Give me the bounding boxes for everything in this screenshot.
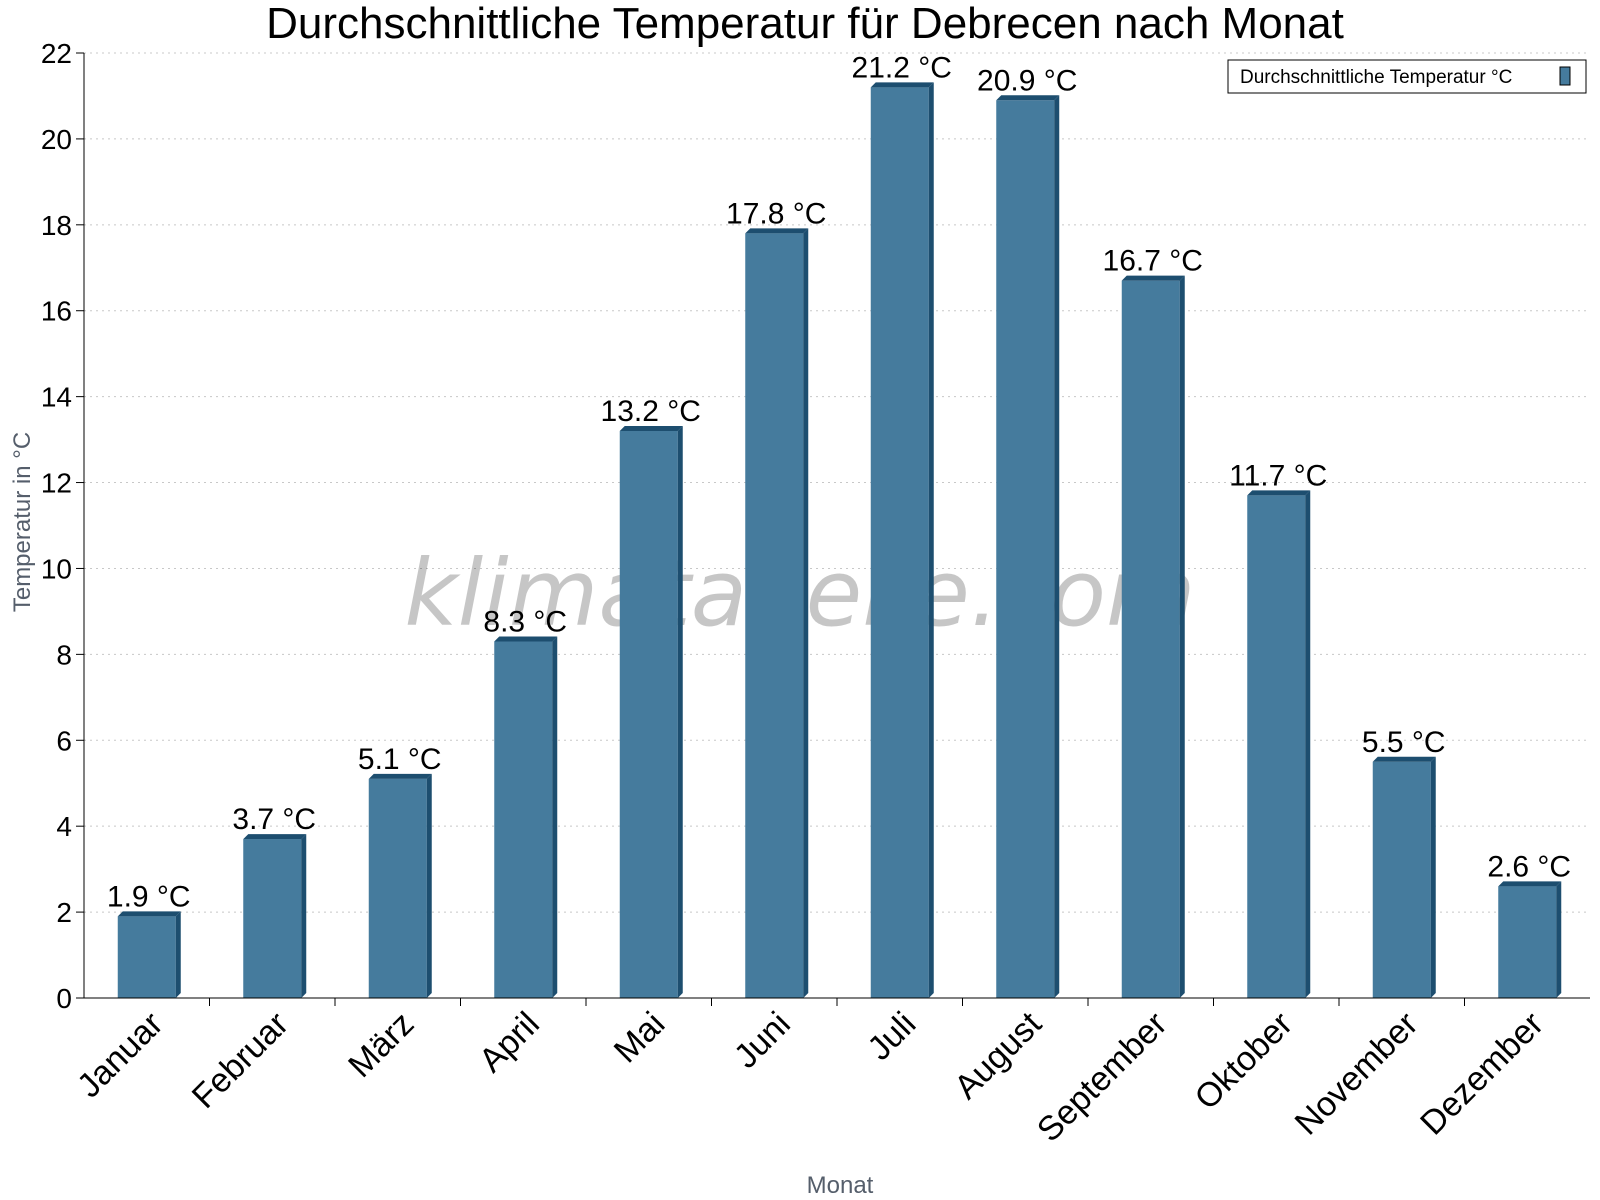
bar-märz	[368, 778, 427, 998]
bar-dezember	[1498, 886, 1557, 998]
bar-april	[494, 641, 553, 998]
bar-side-november	[1430, 756, 1436, 998]
axes	[76, 52, 1590, 1006]
bar-top-juli	[870, 82, 934, 88]
bar-side-januar	[175, 911, 181, 998]
bar-top-april	[494, 636, 558, 642]
data-label: 8.3 °C	[483, 605, 567, 638]
x-tick-label: Februar	[185, 1005, 296, 1116]
x-tick-label: Dezember	[1413, 1005, 1551, 1143]
grid-lines	[84, 52, 1590, 913]
bar-juni	[745, 233, 804, 999]
data-label: 5.5 °C	[1362, 726, 1446, 759]
x-tick-label: November	[1288, 1005, 1426, 1143]
bar-side-februar	[301, 834, 307, 998]
bar-februar	[243, 839, 302, 998]
x-axis-title: Monat	[807, 1172, 874, 1199]
x-tick-label: Mai	[607, 1005, 673, 1071]
bar-juli	[870, 87, 929, 998]
y-axis-title: Temperatur in °C	[9, 432, 36, 612]
data-label: 5.1 °C	[358, 743, 442, 776]
bar-side-april	[552, 636, 558, 998]
bar-november	[1372, 761, 1431, 998]
bar-side-september	[1179, 275, 1185, 999]
bar-top-februar	[243, 834, 307, 840]
bar-top-august	[996, 95, 1060, 101]
bar-top-oktober	[1247, 490, 1311, 496]
bar-januar	[117, 916, 176, 998]
y-tick-label: 12	[41, 468, 72, 499]
x-tick-label: Oktober	[1188, 1005, 1300, 1117]
x-tick-label: Januar	[70, 1005, 170, 1105]
bar-mai	[619, 431, 678, 998]
bar-side-märz	[426, 773, 432, 998]
y-tick-label: 18	[41, 210, 72, 241]
x-tick-label: August	[947, 1004, 1049, 1106]
bar-side-oktober	[1305, 490, 1311, 998]
y-tick-label: 10	[41, 553, 72, 584]
y-tick-label: 6	[56, 725, 72, 756]
bar-top-märz	[368, 773, 432, 779]
x-tick-label: Juni	[727, 1005, 798, 1076]
y-tick-label: 2	[56, 897, 72, 928]
bar-top-januar	[117, 911, 181, 917]
y-tick-label: 22	[41, 38, 72, 69]
x-tick-label: März	[341, 1005, 421, 1085]
legend: Durchschnittliche Temperatur °C	[1227, 59, 1587, 94]
bar-side-dezember	[1556, 881, 1562, 998]
y-tick-label: 16	[41, 296, 72, 327]
bar-side-mai	[677, 426, 683, 998]
bar-august	[996, 100, 1055, 998]
bar-top-november	[1372, 756, 1436, 762]
data-label: 21.2 °C	[852, 51, 952, 84]
bar-side-juli	[928, 82, 934, 998]
data-label: 20.9 °C	[977, 64, 1077, 97]
bar-top-dezember	[1498, 881, 1562, 887]
y-tick-label: 4	[56, 811, 72, 842]
data-label: 1.9 °C	[107, 880, 191, 913]
data-label: 3.7 °C	[232, 803, 316, 836]
x-tick-label: Juli	[860, 1005, 923, 1068]
bar-top-mai	[619, 426, 683, 431]
data-label: 11.7 °C	[1229, 459, 1327, 492]
chart-title: Durchschnittliche Temperatur für Debrece…	[266, 0, 1344, 48]
data-label: 16.7 °C	[1103, 245, 1203, 278]
y-tick-label: 0	[56, 983, 72, 1014]
legend-swatch	[1559, 66, 1571, 86]
data-label: 2.6 °C	[1487, 850, 1571, 883]
bar-september	[1121, 280, 1180, 999]
y-tick-label: 14	[41, 382, 72, 413]
x-tick-label: April	[472, 1005, 547, 1080]
bars	[117, 82, 1562, 999]
y-tick-label: 8	[56, 639, 72, 670]
bar-top-september	[1121, 275, 1185, 281]
legend-label: Durchschnittliche Temperatur °C	[1240, 67, 1512, 88]
bar-side-juni	[803, 228, 809, 999]
data-label: 17.8 °C	[726, 197, 826, 230]
data-label: 13.2 °C	[601, 395, 701, 428]
bar-side-august	[1054, 95, 1060, 998]
legend-box	[1227, 59, 1587, 94]
bar-top-juni	[745, 228, 809, 234]
x-tick-label: September	[1030, 1005, 1174, 1149]
y-tick-label: 20	[41, 124, 72, 155]
bar-oktober	[1247, 495, 1306, 998]
